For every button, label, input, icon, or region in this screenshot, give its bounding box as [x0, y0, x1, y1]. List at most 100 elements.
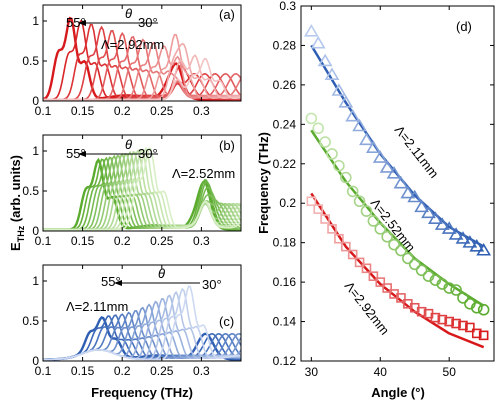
panel-d-point [437, 314, 448, 325]
panel-c-annotation: Λ=2.11mm [66, 299, 128, 314]
panel-d-point [444, 316, 454, 327]
panel-d-point [359, 132, 374, 146]
panel-d-point [407, 189, 423, 203]
panel-b-theta: θ [125, 137, 132, 152]
panel-d-point [331, 83, 347, 96]
panel-c-x-tick-label: 0.25 [150, 364, 174, 378]
panel-c-spectrum-14 [43, 285, 241, 361]
panel-d-point [414, 199, 430, 213]
panel-c-angle-start: 55° [101, 274, 121, 289]
panel-a-curves [43, 16, 241, 101]
panel-a-spectrum-1 [43, 16, 241, 101]
panel-d-point [372, 150, 388, 163]
panel-a-x-tick-label: 0.15 [71, 104, 95, 118]
left-y-axis-label: ETHz (arb. units) [8, 155, 26, 251]
panel-d-ticks: 30 40 50 0.12 0.14 0.16 0.18 0.2 0.22 0.24 0.26 0.2… [273, 0, 494, 379]
panel-a-x-tick-label: 0.3 [193, 104, 210, 118]
panel-d-frame [300, 5, 495, 362]
panel-d-point [458, 320, 468, 331]
panel-a-spectrum-3 [43, 23, 241, 101]
panel-d-point [352, 118, 367, 132]
panel-d-point [421, 205, 436, 219]
panel-b-ticks: 0.1 0.15 0.2 0.25 0.3 0 0.5 1 [22, 135, 210, 248]
panel-a-angle-start: 55° [66, 15, 86, 30]
panel-d-point [388, 238, 400, 251]
panel-d-point [382, 283, 392, 293]
panel-b-y-tick-label: 0 [32, 224, 39, 238]
panel-d-point [465, 322, 475, 333]
panel-d-y-tick-label: 0.3 [279, 0, 296, 13]
panel-d-point [430, 312, 441, 323]
panel-d-point [450, 284, 462, 296]
panel-b-spectrum-14 [43, 147, 241, 231]
panel-b-x-tick-label: 0.1 [35, 234, 52, 248]
panel-a-spectrum-14 [43, 57, 241, 101]
panel-d-points [303, 24, 492, 341]
panel-a-x-tick-label: 0.25 [150, 104, 174, 118]
panel-d-point [428, 211, 443, 224]
panel-d-point [443, 282, 455, 294]
panel-d-point [416, 306, 427, 317]
panel-a-ticks: 0.1 0.15 0.2 0.25 0.3 0 0.5 1 [22, 5, 210, 118]
panel-d-point [312, 122, 325, 135]
panel-a-y-tick-label: 0.5 [22, 54, 39, 68]
panel-d-fit-3 [310, 192, 485, 349]
panel-d-point [400, 185, 416, 199]
panel-d-x-axis-label: Angle (°) [371, 385, 425, 400]
panel-a-arrowhead [78, 20, 86, 26]
panel-c-x-tick-label: 0.3 [193, 364, 210, 378]
panel-d: 30 40 50 0.12 0.14 0.16 0.18 0.2 0.22 0.24 0.26 0.2… [256, 0, 495, 400]
panel-a-y-tick-label: 1 [32, 14, 39, 28]
panel-d-point [434, 217, 450, 230]
panel-b-angle-end: 30° [138, 146, 158, 161]
panel-d-y-tick-label: 0.12 [273, 354, 297, 368]
panel-d-point [455, 231, 471, 244]
panel-c: 0.1 0.15 0.2 0.25 0.3 0 0.5 1 (c) 55° θ 30° Λ=2… [22, 264, 242, 378]
panel-a-label: (a) [219, 7, 235, 22]
panel-b-angle-start: 55° [66, 146, 86, 161]
panel-d-point [408, 258, 421, 271]
panel-d-point [379, 160, 395, 173]
panel-d-point [360, 205, 373, 217]
panel-d-point [415, 264, 428, 277]
panel-d-annotation-211: Λ=2.11mm [392, 123, 442, 181]
panel-b-y-tick-label: 1 [32, 144, 39, 158]
panel-d-point [306, 196, 317, 207]
panel-c-angle-end: 30° [202, 277, 222, 292]
panel-d-point [346, 185, 359, 198]
panel-b-y-tick-label: 0.5 [22, 184, 39, 198]
panel-c-y-tick-label: 0 [32, 354, 39, 368]
panel-d-fit-1 [310, 44, 485, 248]
panel-c-x-tick-label: 0.15 [71, 364, 95, 378]
panel-a-spectrum-4 [43, 25, 241, 101]
panel-a-x-tick-label: 0.2 [114, 104, 131, 118]
panel-d-point [303, 24, 319, 37]
panel-b-x-tick-label: 0.15 [71, 234, 95, 248]
panel-b-arrowhead [78, 151, 86, 157]
panel-d-point [326, 148, 338, 160]
panel-d-point [457, 292, 469, 304]
panel-d-y-tick-label: 0.28 [273, 38, 297, 52]
panel-d-y-tick-label: 0.2 [279, 196, 296, 210]
panel-d-point [367, 215, 380, 227]
panel-d-point [365, 140, 381, 153]
panel-d-point [402, 252, 414, 265]
panel-d-point [324, 67, 340, 81]
panel-d-point [462, 235, 478, 248]
panel-d-point [341, 241, 351, 252]
panel-d-point [469, 239, 485, 252]
panel-d-point [340, 171, 352, 184]
panel-b-label: (b) [219, 138, 235, 153]
panel-d-point [451, 318, 461, 329]
panel-d-point [476, 242, 492, 256]
panel-c-y-tick-label: 1 [32, 274, 39, 288]
panel-d-point [327, 224, 337, 234]
panel-a-spectrum-2 [43, 19, 241, 101]
panel-d-y-tick-label: 0.26 [273, 78, 297, 92]
panel-d-point [334, 233, 344, 244]
panel-d-point [353, 195, 366, 208]
panel-d-x-tick-label: 30 [305, 365, 319, 379]
panel-d-point [368, 271, 379, 281]
panel-a-y-tick-label: 0 [32, 94, 39, 108]
